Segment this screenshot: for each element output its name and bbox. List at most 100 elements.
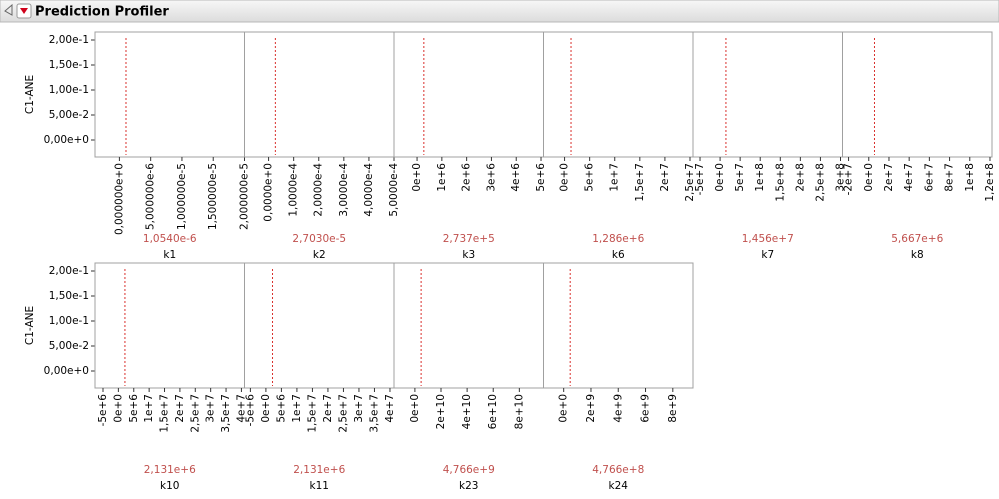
- current-value-label: 1,456e+7: [742, 233, 794, 245]
- current-value-label: 2,737e+5: [443, 233, 495, 245]
- x-tick-label: 3e+7: [205, 394, 217, 423]
- x-tick-label: 1,2e+8: [984, 163, 996, 202]
- menu-arrow: [20, 8, 28, 14]
- x-tick-label: 5e+6: [275, 394, 287, 423]
- factor-label: k6: [612, 249, 625, 261]
- x-tick-label: 0e+0: [559, 163, 571, 192]
- x-tick-label: 6e+10: [487, 394, 499, 429]
- x-tick-label: 4e+10: [461, 394, 473, 429]
- factor-label: k1: [163, 249, 176, 261]
- x-tick-label: 1,5e+8: [774, 163, 786, 202]
- x-tick-label: 5e+7: [734, 163, 746, 192]
- x-tick-label: 1e+7: [143, 394, 155, 423]
- factor-label: k23: [459, 480, 478, 492]
- x-tick-label: 0e+0: [411, 163, 423, 192]
- x-tick-label: 4e+7: [384, 394, 396, 423]
- x-tick-label: 2,5e+7: [684, 163, 696, 202]
- x-tick-label: 8e+10: [513, 394, 525, 429]
- plot-frame: [692, 31, 843, 158]
- current-value-label: 4,766e+9: [443, 464, 495, 476]
- x-tick-label: 0e+0: [409, 394, 421, 423]
- x-tick-label: 0e+0: [260, 394, 272, 423]
- plot-frame: [393, 262, 544, 389]
- plot-frame: [94, 31, 245, 158]
- x-tick-label: 4,0000e-4: [363, 163, 375, 217]
- current-value-label: 1,286e+6: [592, 233, 644, 245]
- x-tick-label: 5e+6: [584, 163, 596, 192]
- x-tick-label: 0,0000e+0: [263, 163, 275, 222]
- factor-label: k24: [609, 480, 629, 492]
- x-tick-label: 2e+6: [461, 163, 473, 192]
- x-tick-label: 3e+8: [834, 163, 846, 192]
- x-tick-label: 5,0000e-4: [388, 163, 400, 217]
- x-tick-label: 0e+0: [863, 163, 875, 192]
- header-bar: [0, 0, 999, 23]
- x-tick-label: 1,5e+7: [306, 394, 318, 433]
- x-tick-label: 5,000000e-6: [145, 163, 157, 230]
- x-tick-label: 3,5e+7: [368, 394, 380, 433]
- x-tick-label: 1e+7: [609, 163, 621, 192]
- plot-frame: [393, 31, 544, 158]
- current-value-label: 2,131e+6: [144, 464, 196, 476]
- x-tick-label: 5e+6: [535, 163, 547, 192]
- x-tick-label: -5e+6: [97, 394, 109, 427]
- y-tick-label: 5,00e-2: [49, 109, 89, 121]
- x-tick-label: 2e+7: [322, 394, 334, 423]
- plot-frame: [244, 31, 395, 158]
- current-value-label: 2,7030e-5: [292, 233, 346, 245]
- x-tick-label: 6e+9: [640, 394, 652, 423]
- x-tick-label: 4e+9: [612, 394, 624, 423]
- x-tick-label: 2e+10: [435, 394, 447, 429]
- x-tick-label: 1,5e+7: [159, 394, 171, 433]
- y-axis-label: C1-ANE: [24, 306, 36, 345]
- x-tick-label: 2,5e+8: [814, 163, 826, 202]
- y-tick-label: 1,00e-1: [49, 315, 89, 327]
- x-tick-label: 8e+7: [944, 163, 956, 192]
- x-tick-label: 2,5e+7: [189, 394, 201, 433]
- factor-label: k8: [911, 249, 924, 261]
- y-tick-label: 5,00e-2: [49, 340, 89, 352]
- current-value-label: 4,766e+8: [592, 464, 644, 476]
- x-tick-label: 1e+7: [291, 394, 303, 423]
- x-tick-label: -5e+6: [244, 394, 256, 427]
- x-tick-label: 1e+8: [964, 163, 976, 192]
- current-value-label: 5,667e+6: [891, 233, 943, 245]
- factor-label: k11: [310, 480, 329, 492]
- x-tick-label: 0e+0: [714, 163, 726, 192]
- x-tick-label: 3,5e+7: [220, 394, 232, 433]
- x-tick-label: -5e+7: [694, 163, 706, 195]
- x-tick-label: 4e+7: [235, 394, 247, 423]
- factor-label: k10: [160, 480, 179, 492]
- x-tick-label: 3e+6: [485, 163, 497, 192]
- collapse-toggle[interactable]: [4, 3, 13, 16]
- y-tick-label: 2,00e-1: [49, 265, 89, 277]
- x-tick-label: 2,5e+7: [337, 394, 349, 433]
- x-tick-label: 1,500000e-5: [207, 163, 219, 230]
- x-tick-label: 1,000000e-5: [176, 163, 188, 230]
- x-tick-label: 6e+7: [923, 163, 935, 192]
- plot-frame: [94, 262, 245, 389]
- x-tick-label: 2e+7: [659, 163, 671, 192]
- x-tick-label: 1,5e+7: [634, 163, 646, 202]
- y-tick-label: 1,50e-1: [49, 59, 89, 71]
- x-tick-label: 2e+7: [174, 394, 186, 423]
- x-tick-label: 5e+6: [128, 394, 140, 423]
- x-tick-label: 0e+0: [112, 394, 124, 423]
- y-tick-label: 2,00e-1: [49, 34, 89, 46]
- y-tick-label: 1,50e-1: [49, 290, 89, 302]
- x-tick-label: 2,000000e-5: [239, 163, 251, 230]
- x-tick-label: -2e+7: [843, 163, 855, 195]
- factor-label: k3: [462, 249, 475, 261]
- factor-label: k7: [761, 249, 774, 261]
- x-tick-label: 1e+6: [436, 163, 448, 192]
- factor-label: k2: [313, 249, 326, 261]
- current-value-label: 1,0540e-6: [143, 233, 197, 245]
- y-tick-label: 1,00e-1: [49, 84, 89, 96]
- current-value-label: 2,131e+6: [293, 464, 345, 476]
- x-tick-label: 0,000000e+0: [113, 163, 125, 235]
- x-tick-label: 4e+6: [510, 163, 522, 192]
- plot-frame: [842, 31, 993, 158]
- x-tick-label: 1,0000e-4: [288, 163, 300, 217]
- title: Prediction Profiler: [35, 5, 169, 20]
